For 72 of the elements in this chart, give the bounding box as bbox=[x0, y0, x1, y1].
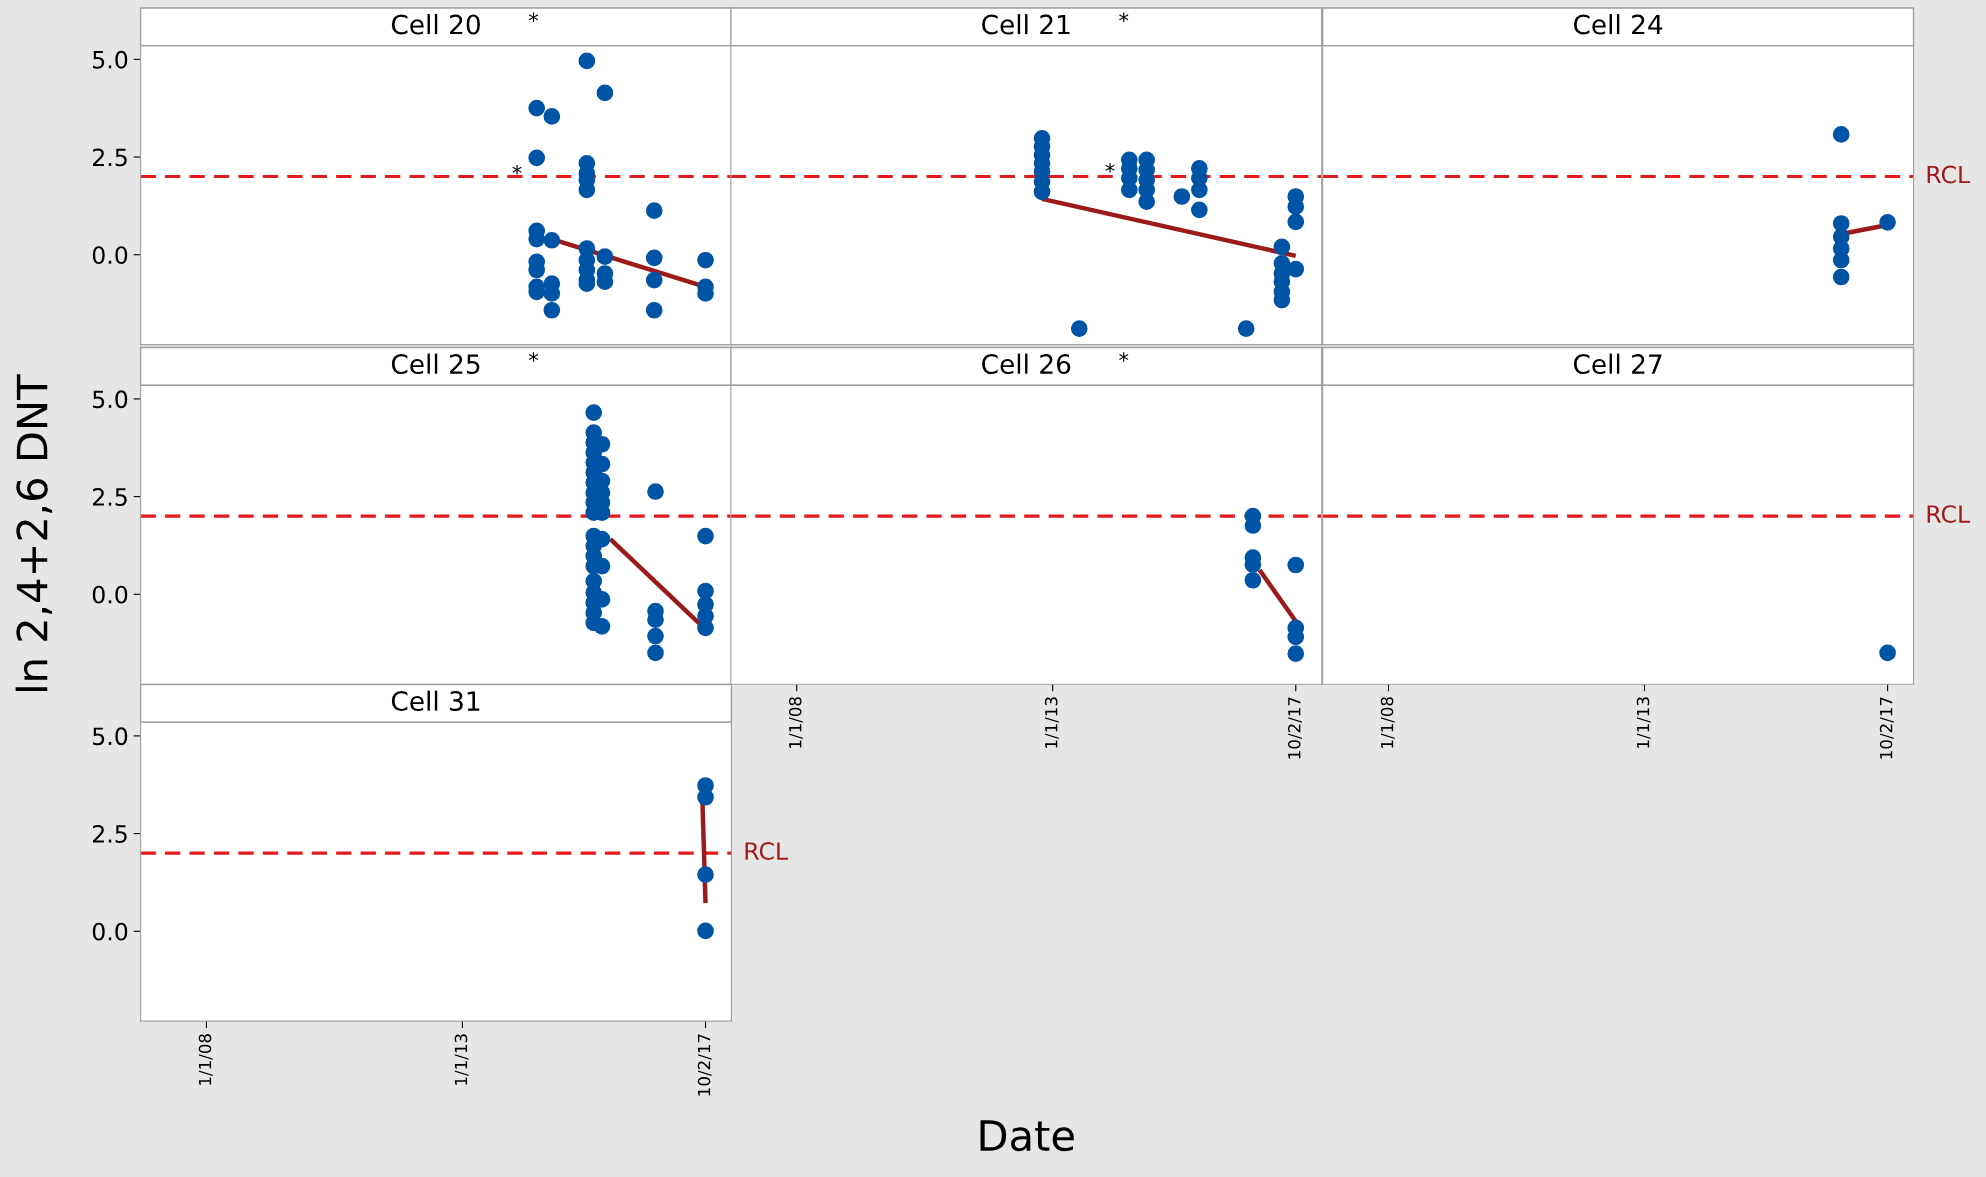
y-tick-label: 0.0 bbox=[92, 922, 128, 941]
x-tick-label: 1/1/13 bbox=[1044, 697, 1059, 748]
x-tick-label: 1/1/08 bbox=[788, 697, 803, 748]
point bbox=[1273, 238, 1291, 256]
point bbox=[645, 249, 663, 267]
point bbox=[647, 483, 664, 500]
x-tick-label: 1/1/13 bbox=[454, 1034, 469, 1085]
x-tick-label: 10/2/17 bbox=[697, 1034, 712, 1096]
y-tick-label: 5.0 bbox=[93, 50, 128, 69]
point bbox=[1287, 556, 1305, 574]
chart-title: Cell 26 bbox=[982, 353, 1071, 375]
x-tick-label: 1/1/08 bbox=[198, 1034, 213, 1085]
chart-title: Cell 25 bbox=[391, 353, 480, 375]
y-tick-label: 2.5 bbox=[92, 148, 127, 167]
y-tick-label: 2.5 bbox=[92, 825, 127, 843]
point bbox=[528, 99, 546, 117]
point bbox=[647, 627, 664, 645]
chart-title: Cell 27 bbox=[1573, 353, 1662, 375]
y-tick-label: 5.0 bbox=[93, 390, 128, 409]
y-tick-label: 5.0 bbox=[93, 727, 128, 746]
point bbox=[1070, 320, 1088, 337]
chart-title: Cell 21 bbox=[982, 14, 1070, 35]
point bbox=[697, 922, 714, 940]
point bbox=[1237, 320, 1255, 337]
point bbox=[1832, 268, 1850, 286]
chart-title: Cell 31 bbox=[391, 690, 480, 712]
point bbox=[697, 527, 714, 545]
point bbox=[645, 301, 663, 319]
annotation: * bbox=[512, 164, 522, 175]
point bbox=[596, 84, 614, 102]
point bbox=[528, 149, 546, 167]
chart-title: Cell 20 bbox=[391, 14, 480, 35]
y-tick-label: 2.5 bbox=[92, 488, 127, 506]
point bbox=[1287, 645, 1305, 663]
point bbox=[543, 231, 561, 249]
point bbox=[1287, 213, 1305, 231]
point bbox=[543, 108, 561, 125]
point bbox=[697, 866, 714, 883]
y-axis-title: ln 2,4+2,6 DNT bbox=[15, 374, 53, 692]
text: * bbox=[528, 12, 539, 23]
point bbox=[1173, 188, 1191, 205]
point bbox=[645, 271, 663, 289]
point bbox=[585, 404, 603, 421]
text: * bbox=[1119, 352, 1129, 362]
point bbox=[1191, 201, 1208, 219]
x-tick-label: 10/2/17 bbox=[1287, 697, 1302, 759]
point bbox=[645, 202, 663, 219]
ref-line-label: RCL bbox=[745, 842, 788, 860]
point bbox=[1879, 213, 1896, 231]
point bbox=[697, 582, 714, 600]
y-tick-label: 0.0 bbox=[92, 585, 128, 604]
text: * bbox=[1119, 12, 1129, 23]
point bbox=[647, 644, 664, 662]
ref-line-label: RCL bbox=[1927, 165, 1971, 184]
point bbox=[697, 251, 714, 269]
point bbox=[1138, 193, 1156, 210]
point bbox=[596, 248, 614, 266]
point bbox=[593, 618, 611, 635]
point bbox=[543, 301, 561, 319]
x-tick-label: 1/1/13 bbox=[1636, 697, 1651, 748]
point bbox=[1244, 571, 1262, 589]
text: * bbox=[528, 352, 539, 362]
chart-title: Cell 24 bbox=[1573, 14, 1663, 35]
point bbox=[578, 52, 596, 70]
x-tick-label: 1/1/08 bbox=[1380, 697, 1395, 748]
annotation: * bbox=[1105, 162, 1115, 173]
point bbox=[1832, 126, 1850, 143]
x-axis-title: Date bbox=[980, 1120, 1074, 1152]
ref-line-label: RCL bbox=[1927, 505, 1971, 523]
point bbox=[1287, 260, 1305, 278]
x-tick-label: 10/2/17 bbox=[1879, 697, 1894, 759]
y-tick-label: 0.0 bbox=[92, 246, 128, 265]
